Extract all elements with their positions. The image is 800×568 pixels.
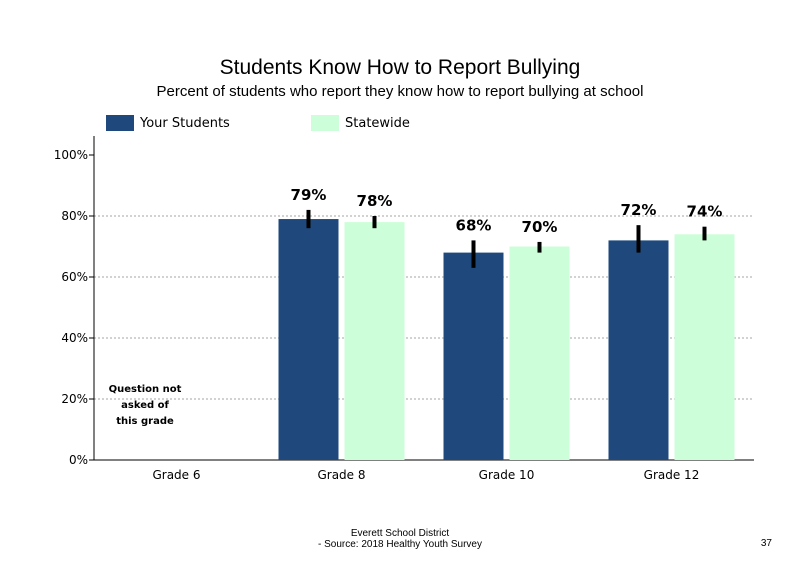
not-asked-annotation: Question not asked of this grade [100, 382, 190, 430]
page-number: 37 [760, 538, 772, 549]
legend-statewide: Statewide [311, 114, 410, 132]
not-asked-line: this grade [116, 416, 174, 427]
y-tick-label: 100% [54, 148, 88, 162]
y-tick-label: 40% [61, 331, 88, 345]
y-tick-label: 80% [61, 209, 88, 223]
bar [443, 252, 504, 460]
footer-district: Everett School District [350, 528, 450, 539]
legend-your-students: Your Students [106, 114, 230, 132]
bar [674, 234, 735, 460]
not-asked-line: asked of [121, 400, 169, 411]
footer: Everett School District - Source: 2018 H… [0, 528, 800, 550]
bar [344, 222, 405, 460]
x-tick-label: Grade 8 [317, 468, 365, 482]
x-tick-label: Grade 10 [479, 468, 535, 482]
data-label: 70% [522, 218, 558, 236]
x-tick-label: Grade 12 [644, 468, 700, 482]
footer-source: - Source: 2018 Healthy Youth Survey [318, 539, 482, 550]
legend-swatch-statewide [311, 115, 339, 131]
legend-label-your-students: Your Students [140, 115, 230, 131]
y-tick-label: 60% [61, 270, 88, 284]
y-tick-label: 0% [69, 453, 88, 467]
data-label: 79% [291, 186, 327, 204]
legend-label-statewide: Statewide [345, 115, 410, 131]
data-label: 74% [687, 203, 723, 221]
x-tick-label: Grade 6 [152, 468, 200, 482]
bar [509, 246, 570, 460]
data-label: 72% [621, 201, 657, 219]
bar [278, 219, 339, 460]
legend-swatch-your-students [106, 115, 134, 131]
chart-title: Students Know How to Report Bullying [219, 56, 581, 79]
y-tick-label: 20% [61, 392, 88, 406]
bar [608, 240, 669, 460]
chart-subtitle: Percent of students who report they know… [156, 83, 644, 100]
not-asked-line: Question not [108, 384, 182, 395]
data-label: 68% [456, 216, 492, 234]
data-label: 78% [357, 192, 393, 210]
